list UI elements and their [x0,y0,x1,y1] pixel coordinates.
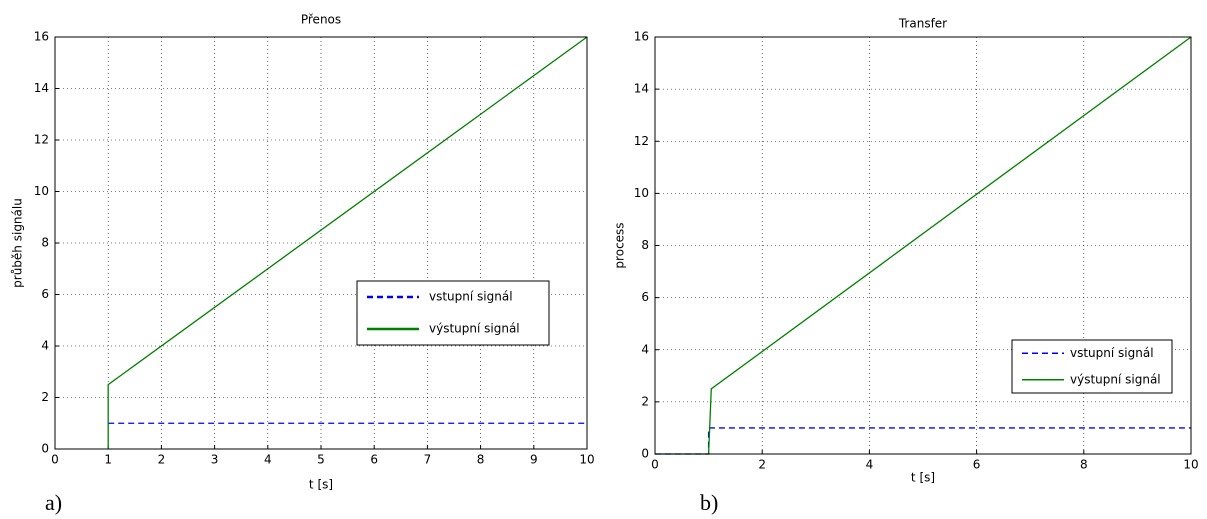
x-axis-label: t [s] [911,471,935,485]
panel-label: b) [700,490,718,515]
x-tick-label: 0 [651,458,659,472]
y-tick-label: 12 [34,133,49,147]
legend-label: vstupní signál [1070,346,1154,360]
y-tick-label: 8 [41,236,49,250]
x-tick-label: 2 [158,453,166,467]
y-tick-label: 12 [634,134,649,148]
y-tick-label: 2 [641,394,649,408]
chart-title: Přenos [301,13,341,27]
x-tick-label: 2 [758,458,766,472]
y-tick-label: 14 [634,82,649,96]
x-tick-label: 6 [973,458,981,472]
x-tick-label: 8 [477,453,485,467]
x-tick-label: 10 [579,453,594,467]
legend-label: vstupní signál [429,290,513,304]
series-line [107,36,588,449]
y-tick-label: 4 [641,342,649,356]
y-tick-label: 10 [634,186,649,200]
y-axis-label: process [613,222,627,268]
y-tick-label: 10 [34,184,49,198]
y-tick-label: 16 [34,30,49,44]
x-tick-label: 4 [866,458,874,472]
y-tick-label: 2 [41,390,49,404]
chart-title: Transfer [898,17,947,31]
y-tick-label: 16 [634,30,649,44]
legend-label: výstupní signál [1070,372,1161,386]
x-tick-label: 4 [264,453,272,467]
legend: vstupní signál výstupní signál [356,280,550,346]
panel-label: a) [45,490,62,515]
series-line [655,427,1191,455]
y-tick-label: 6 [41,287,49,301]
y-tick-label: 14 [34,81,49,95]
x-tick-label: 9 [530,453,538,467]
y-tick-label: 0 [641,447,649,461]
x-tick-label: 7 [424,453,432,467]
legend-label: výstupní signál [429,322,520,336]
x-tick-label: 0 [51,453,59,467]
y-axis-label: průběh signálu [11,198,25,288]
y-tick-label: 8 [641,238,649,252]
x-tick-label: 5 [317,453,325,467]
x-tick-label: 10 [1183,458,1198,472]
y-tick-label: 4 [41,339,49,353]
x-axis-label: t [s] [309,478,333,492]
x-tick-label: 3 [211,453,219,467]
plot-frame [54,36,588,450]
legend-box [356,280,550,346]
legend-box [1011,339,1173,394]
y-tick-label: 6 [641,290,649,304]
x-tick-label: 8 [1080,458,1088,472]
x-tick-label: 6 [370,453,378,467]
y-tick-label: 0 [41,442,49,456]
x-tick-label: 1 [104,453,112,467]
plot-frame [654,36,1192,455]
legend: vstupní signál výstupní signál [1011,339,1173,394]
